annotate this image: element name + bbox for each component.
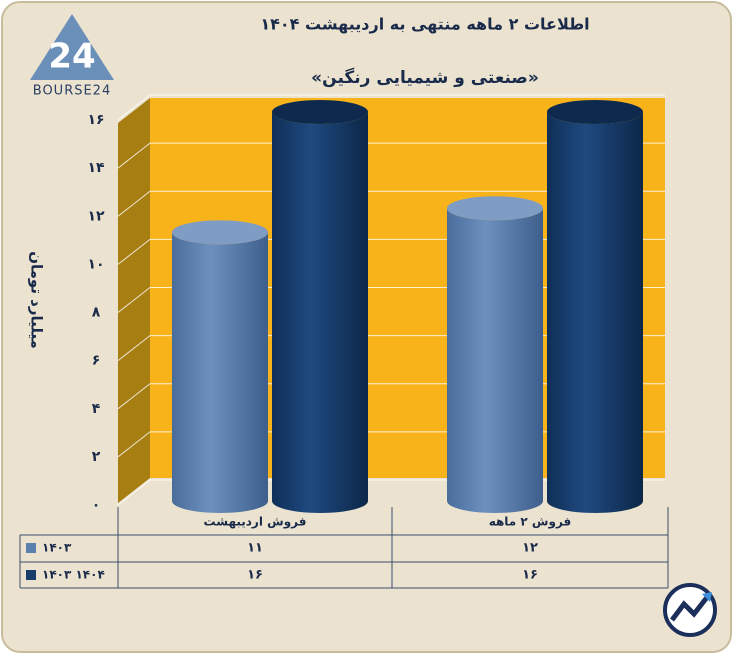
grid-line: [117, 190, 665, 217]
bar: [447, 208, 543, 513]
y-tick-label: ۱۰: [87, 256, 104, 272]
y-tick-label: ۱۲: [87, 208, 105, 224]
bar: [172, 232, 268, 513]
x-tick-label: فروش اردیبهشت: [204, 515, 307, 530]
y-tick-label: ۱۴: [87, 160, 105, 176]
bar-top: [272, 100, 368, 124]
bar-top: [172, 220, 268, 245]
y-tick-label: ۶: [92, 353, 101, 369]
brand-icon: [663, 583, 717, 637]
y-tick-label: ۲: [92, 449, 101, 465]
data-table: [19, 507, 669, 589]
chart-subtitle: «صنعتی و شیمیایی رنگین»: [311, 67, 539, 88]
bar-top: [547, 100, 643, 124]
y-tick-label: ۰: [92, 497, 101, 513]
grid-line: [117, 94, 665, 121]
svg-text:24: 24: [48, 37, 95, 77]
legend-swatch: [26, 570, 36, 580]
grid-line: [117, 142, 665, 169]
value-label: ۱۶: [247, 568, 263, 583]
y-tick-label: ۴: [92, 401, 101, 417]
value-label: ۱۱: [247, 541, 263, 556]
chart-title: اطلاعات ۲ ماهه منتهی به اردیبهشت ۱۴۰۴: [260, 15, 589, 34]
legend-swatch: [26, 543, 36, 553]
y-tick-label: ۱۶: [87, 112, 104, 128]
x-tick-label: فروش ۲ ماهه: [489, 515, 572, 530]
y-tick-label: ۸: [92, 305, 101, 321]
value-label: ۱۲: [522, 541, 538, 556]
bar: [272, 112, 368, 513]
logo: 24 BOURSE24: [30, 14, 114, 99]
bar-top: [447, 196, 543, 221]
value-label: ۱۶: [522, 568, 538, 583]
legend-label: ۱۴۰۳ ۱۴۰۴: [42, 568, 105, 582]
bar: [547, 112, 643, 513]
logo-text: BOURSE24: [33, 84, 111, 99]
legend-label: ۱۴۰۳: [42, 541, 72, 555]
y-axis-label: میلیارد تومان: [28, 251, 46, 349]
